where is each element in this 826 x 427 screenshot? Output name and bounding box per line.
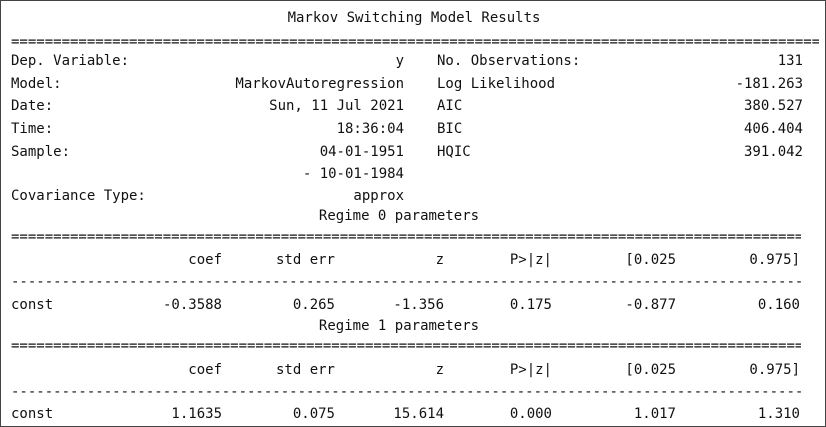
- results-title: Markov Switching Model Results: [287, 10, 541, 26]
- cell-std-err: 0.265: [292, 297, 335, 313]
- cell-ci-upper: 1.310: [757, 406, 800, 422]
- summary-label-time: Time:: [11, 121, 54, 137]
- summary-label-hqic: HQIC: [437, 144, 471, 160]
- row-name-const: const: [11, 406, 54, 422]
- column-header-ci-upper: 0.975]: [749, 362, 800, 378]
- column-header-coef: coef: [188, 362, 222, 378]
- column-header-std-err: std err: [275, 252, 335, 268]
- summary-value-time: 18:36:04: [336, 121, 404, 137]
- cell-p-value: 0.000: [509, 406, 552, 422]
- double-rule-top: ========================================…: [11, 34, 819, 50]
- row-name-const: const: [11, 297, 54, 313]
- summary-value-sample-end: - 10-01-1984: [302, 166, 404, 182]
- column-header-ci-lower: [0.025: [625, 252, 676, 268]
- summary-label-aic: AIC: [437, 98, 463, 114]
- summary-value-observations: 131: [777, 53, 803, 69]
- regime-0-double-rule: ========================================…: [11, 229, 801, 245]
- column-header-p-value: P>|z|: [509, 362, 552, 378]
- regime-1-title: Regime 1 parameters: [318, 318, 480, 334]
- regime-0-single-rule: ----------------------------------------…: [11, 274, 801, 290]
- cell-std-err: 0.075: [292, 406, 335, 422]
- cell-p-value: 0.175: [509, 297, 552, 313]
- summary-label-covariance-type: Covariance Type:: [11, 188, 146, 204]
- summary-value-bic: 406.404: [743, 121, 803, 137]
- column-header-z: z: [435, 362, 444, 378]
- regime-0-title: Regime 0 parameters: [318, 208, 480, 224]
- summary-value-date: Sun, 11 Jul 2021: [269, 98, 404, 114]
- summary-label-sample: Sample:: [11, 144, 71, 160]
- summary-label-log-likelihood: Log Likelihood: [437, 76, 556, 92]
- regime-1-double-rule: ========================================…: [11, 338, 801, 354]
- summary-label-dep-variable: Dep. Variable:: [11, 53, 130, 69]
- cell-coef: 1.1635: [171, 406, 222, 422]
- regime-1-single-rule: ----------------------------------------…: [11, 384, 801, 400]
- cell-ci-lower: 1.017: [633, 406, 676, 422]
- column-header-z: z: [435, 252, 444, 268]
- summary-value-log-likelihood: -181.263: [735, 76, 803, 92]
- column-header-coef: coef: [188, 252, 222, 268]
- summary-label-date: Date:: [11, 98, 54, 114]
- summary-value-sample-start: 04-01-1951: [319, 144, 404, 160]
- column-header-ci-lower: [0.025: [625, 362, 676, 378]
- column-header-std-err: std err: [275, 362, 335, 378]
- cell-z: 15.614: [393, 406, 444, 422]
- column-header-p-value: P>|z|: [509, 252, 552, 268]
- summary-value-covariance-type: approx: [353, 188, 404, 204]
- summary-label-observations: No. Observations:: [437, 53, 581, 69]
- summary-value-aic: 380.527: [743, 98, 803, 114]
- summary-value-hqic: 391.042: [743, 144, 803, 160]
- column-header-ci-upper: 0.975]: [749, 252, 800, 268]
- cell-ci-lower: -0.877: [625, 297, 676, 313]
- summary-label-bic: BIC: [437, 121, 463, 137]
- summary-value-model: MarkovAutoregression: [235, 76, 404, 92]
- cell-coef: -0.3588: [162, 297, 222, 313]
- summary-label-model: Model:: [11, 76, 62, 92]
- cell-ci-upper: 0.160: [757, 297, 800, 313]
- summary-value-dep-variable: y: [395, 53, 404, 69]
- cell-z: -1.356: [393, 297, 444, 313]
